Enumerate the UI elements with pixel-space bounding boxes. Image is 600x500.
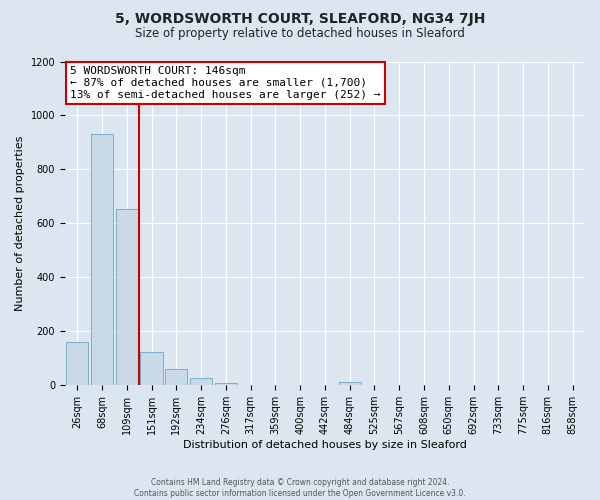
Bar <box>215 383 237 385</box>
Text: Contains HM Land Registry data © Crown copyright and database right 2024.
Contai: Contains HM Land Registry data © Crown c… <box>134 478 466 498</box>
Bar <box>140 352 163 385</box>
Text: Size of property relative to detached houses in Sleaford: Size of property relative to detached ho… <box>135 28 465 40</box>
Y-axis label: Number of detached properties: Number of detached properties <box>15 136 25 311</box>
Bar <box>338 382 361 385</box>
Bar <box>165 369 187 385</box>
X-axis label: Distribution of detached houses by size in Sleaford: Distribution of detached houses by size … <box>183 440 467 450</box>
Text: 5, WORDSWORTH COURT, SLEAFORD, NG34 7JH: 5, WORDSWORTH COURT, SLEAFORD, NG34 7JH <box>115 12 485 26</box>
Bar <box>91 134 113 385</box>
Bar <box>66 342 88 385</box>
Bar <box>116 208 138 385</box>
Bar <box>190 378 212 385</box>
Text: 5 WORDSWORTH COURT: 146sqm
← 87% of detached houses are smaller (1,700)
13% of s: 5 WORDSWORTH COURT: 146sqm ← 87% of deta… <box>70 66 380 100</box>
